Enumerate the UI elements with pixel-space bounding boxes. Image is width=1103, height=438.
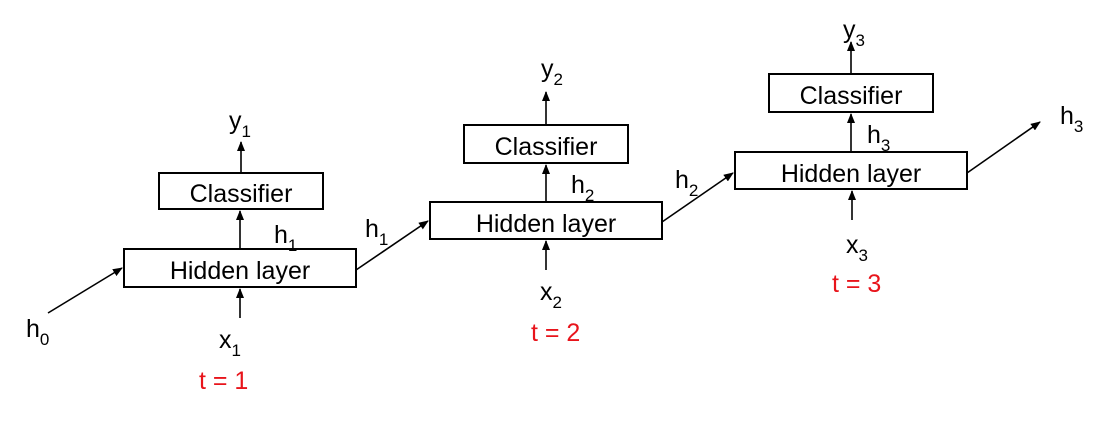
hidden1-to-hidden2-arrow <box>355 220 429 271</box>
h2-inner-label: h2 <box>571 171 594 205</box>
h0-label: h0 <box>26 315 49 349</box>
h0-to-hidden1-arrow <box>47 267 123 314</box>
svg-text:Classifier: Classifier <box>800 82 903 110</box>
timestep-3-label: t = 3 <box>832 270 881 298</box>
y3-label: y3 <box>843 16 865 50</box>
svg-text:Hidden layer: Hidden layer <box>781 160 921 188</box>
timestep-2-label: t = 2 <box>531 319 580 347</box>
x1-label: x1 <box>219 326 241 360</box>
classifier-box-2: Classifier <box>463 124 629 164</box>
timestep-1-label: t = 1 <box>199 367 248 395</box>
timestep-3: Hidden layer x3 t = 3 h3 Classifier y3 h… <box>734 16 1083 298</box>
hidden-layer-box-2: Hidden layer <box>429 201 663 240</box>
h1-recurrent-label: h1 <box>365 215 388 249</box>
y1-label: y1 <box>229 107 251 141</box>
timestep-2: Hidden layer x2 t = 2 h2 Classifier y2 h… <box>429 55 734 347</box>
hidden-layer-box-3: Hidden layer <box>734 151 968 190</box>
x3-label: x3 <box>846 231 868 265</box>
svg-text:Hidden layer: Hidden layer <box>170 257 310 285</box>
h2-recurrent-label: h2 <box>675 166 698 200</box>
y2-label: y2 <box>541 55 563 89</box>
classifier-box-1: Classifier <box>158 172 324 210</box>
svg-text:Classifier: Classifier <box>190 180 293 208</box>
x2-label: x2 <box>540 278 562 312</box>
hidden-layer-box-1: Hidden layer <box>123 248 357 288</box>
h3-inner-label: h3 <box>867 121 890 155</box>
h1-inner-label: h1 <box>274 221 297 255</box>
svg-text:Classifier: Classifier <box>495 133 598 161</box>
svg-text:Hidden layer: Hidden layer <box>476 210 616 238</box>
hidden2-to-hidden3-arrow <box>661 172 734 223</box>
timestep-1: h0 Hidden layer x1 t = 1 h1 Classifier y… <box>26 107 429 395</box>
classifier-box-3: Classifier <box>768 73 934 113</box>
h3-output-label: h3 <box>1060 102 1083 136</box>
hidden3-to-h3-output-arrow <box>966 121 1041 174</box>
